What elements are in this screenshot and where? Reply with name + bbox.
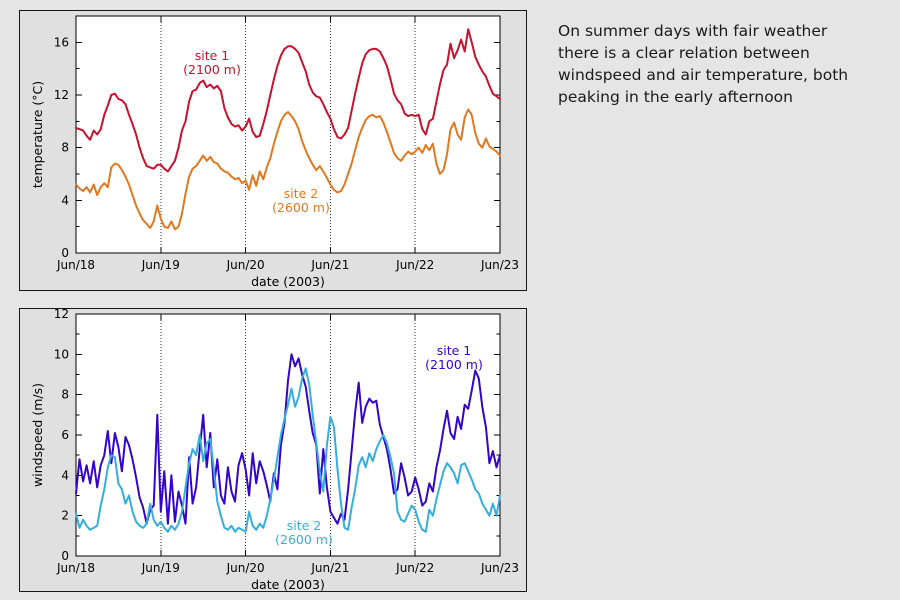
y-tick-label: 12 [54, 88, 69, 102]
y-tick-label: 0 [61, 246, 69, 260]
x-tick-label: Jun/21 [310, 561, 349, 575]
x-tick-label: Jun/18 [56, 561, 95, 575]
x-tick-label: Jun/23 [480, 561, 519, 575]
x-tick-label: Jun/23 [480, 258, 519, 272]
series-label-site-1: site 1 (2100 m) [183, 48, 241, 77]
y-tick-label: 10 [54, 347, 69, 361]
series-line-site-1 [75, 28, 501, 173]
x-tick-label: Jun/22 [395, 561, 434, 575]
temperature-chart-panel: Jun/18 Jun/19 Jun/20 Jun/21 Jun/22 Jun/23 0 4 8 1… [19, 10, 527, 291]
y-tick-label: 4 [61, 193, 69, 207]
x-tick-label: Jun/18 [56, 258, 95, 272]
windspeed-chart: Jun/18 Jun/19 Jun/20 Jun/21 Jun/22 Jun/23 0 2 4 6… [30, 309, 519, 591]
x-tick-label: Jun/19 [141, 561, 180, 575]
series-label-site-2: site 2 (2600 m) [272, 186, 330, 215]
y-tick-label: 0 [61, 549, 69, 563]
y-axis-title: temperature (°C) [30, 81, 45, 188]
windspeed-chart-panel: Jun/18 Jun/19 Jun/20 Jun/21 Jun/22 Jun/23 0 2 4 6… [19, 308, 527, 592]
y-tick-label: 8 [61, 388, 69, 402]
x-tick-label: Jun/20 [226, 258, 265, 272]
temperature-chart: Jun/18 Jun/19 Jun/20 Jun/21 Jun/22 Jun/23 0 4 8 1… [30, 15, 519, 289]
x-axis-title: date (2003) [251, 274, 325, 289]
y-tick-label: 8 [61, 141, 69, 155]
series-line-site-2 [75, 367, 501, 533]
plot-area [75, 15, 501, 254]
series-line-site-2 [75, 108, 501, 231]
y-tick-label: 2 [61, 509, 69, 523]
y-tick-label: 12 [54, 309, 69, 321]
y-tick-label: 6 [61, 428, 69, 442]
x-tick-label: Jun/21 [310, 258, 349, 272]
x-tick-label: Jun/19 [141, 258, 180, 272]
series-label-site-1: site 1 (2100 m) [425, 343, 483, 372]
caption-text: On summer days with fair weather there i… [558, 22, 849, 106]
x-tick-label: Jun/20 [226, 561, 265, 575]
x-axis-title: date (2003) [251, 577, 325, 591]
y-tick-label: 4 [61, 468, 69, 482]
y-tick-label: 16 [54, 35, 69, 49]
y-axis-title: windspeed (m/s) [30, 383, 45, 487]
x-tick-label: Jun/22 [395, 258, 434, 272]
series-label-site-2: site 2 (2600 m) [275, 518, 333, 547]
